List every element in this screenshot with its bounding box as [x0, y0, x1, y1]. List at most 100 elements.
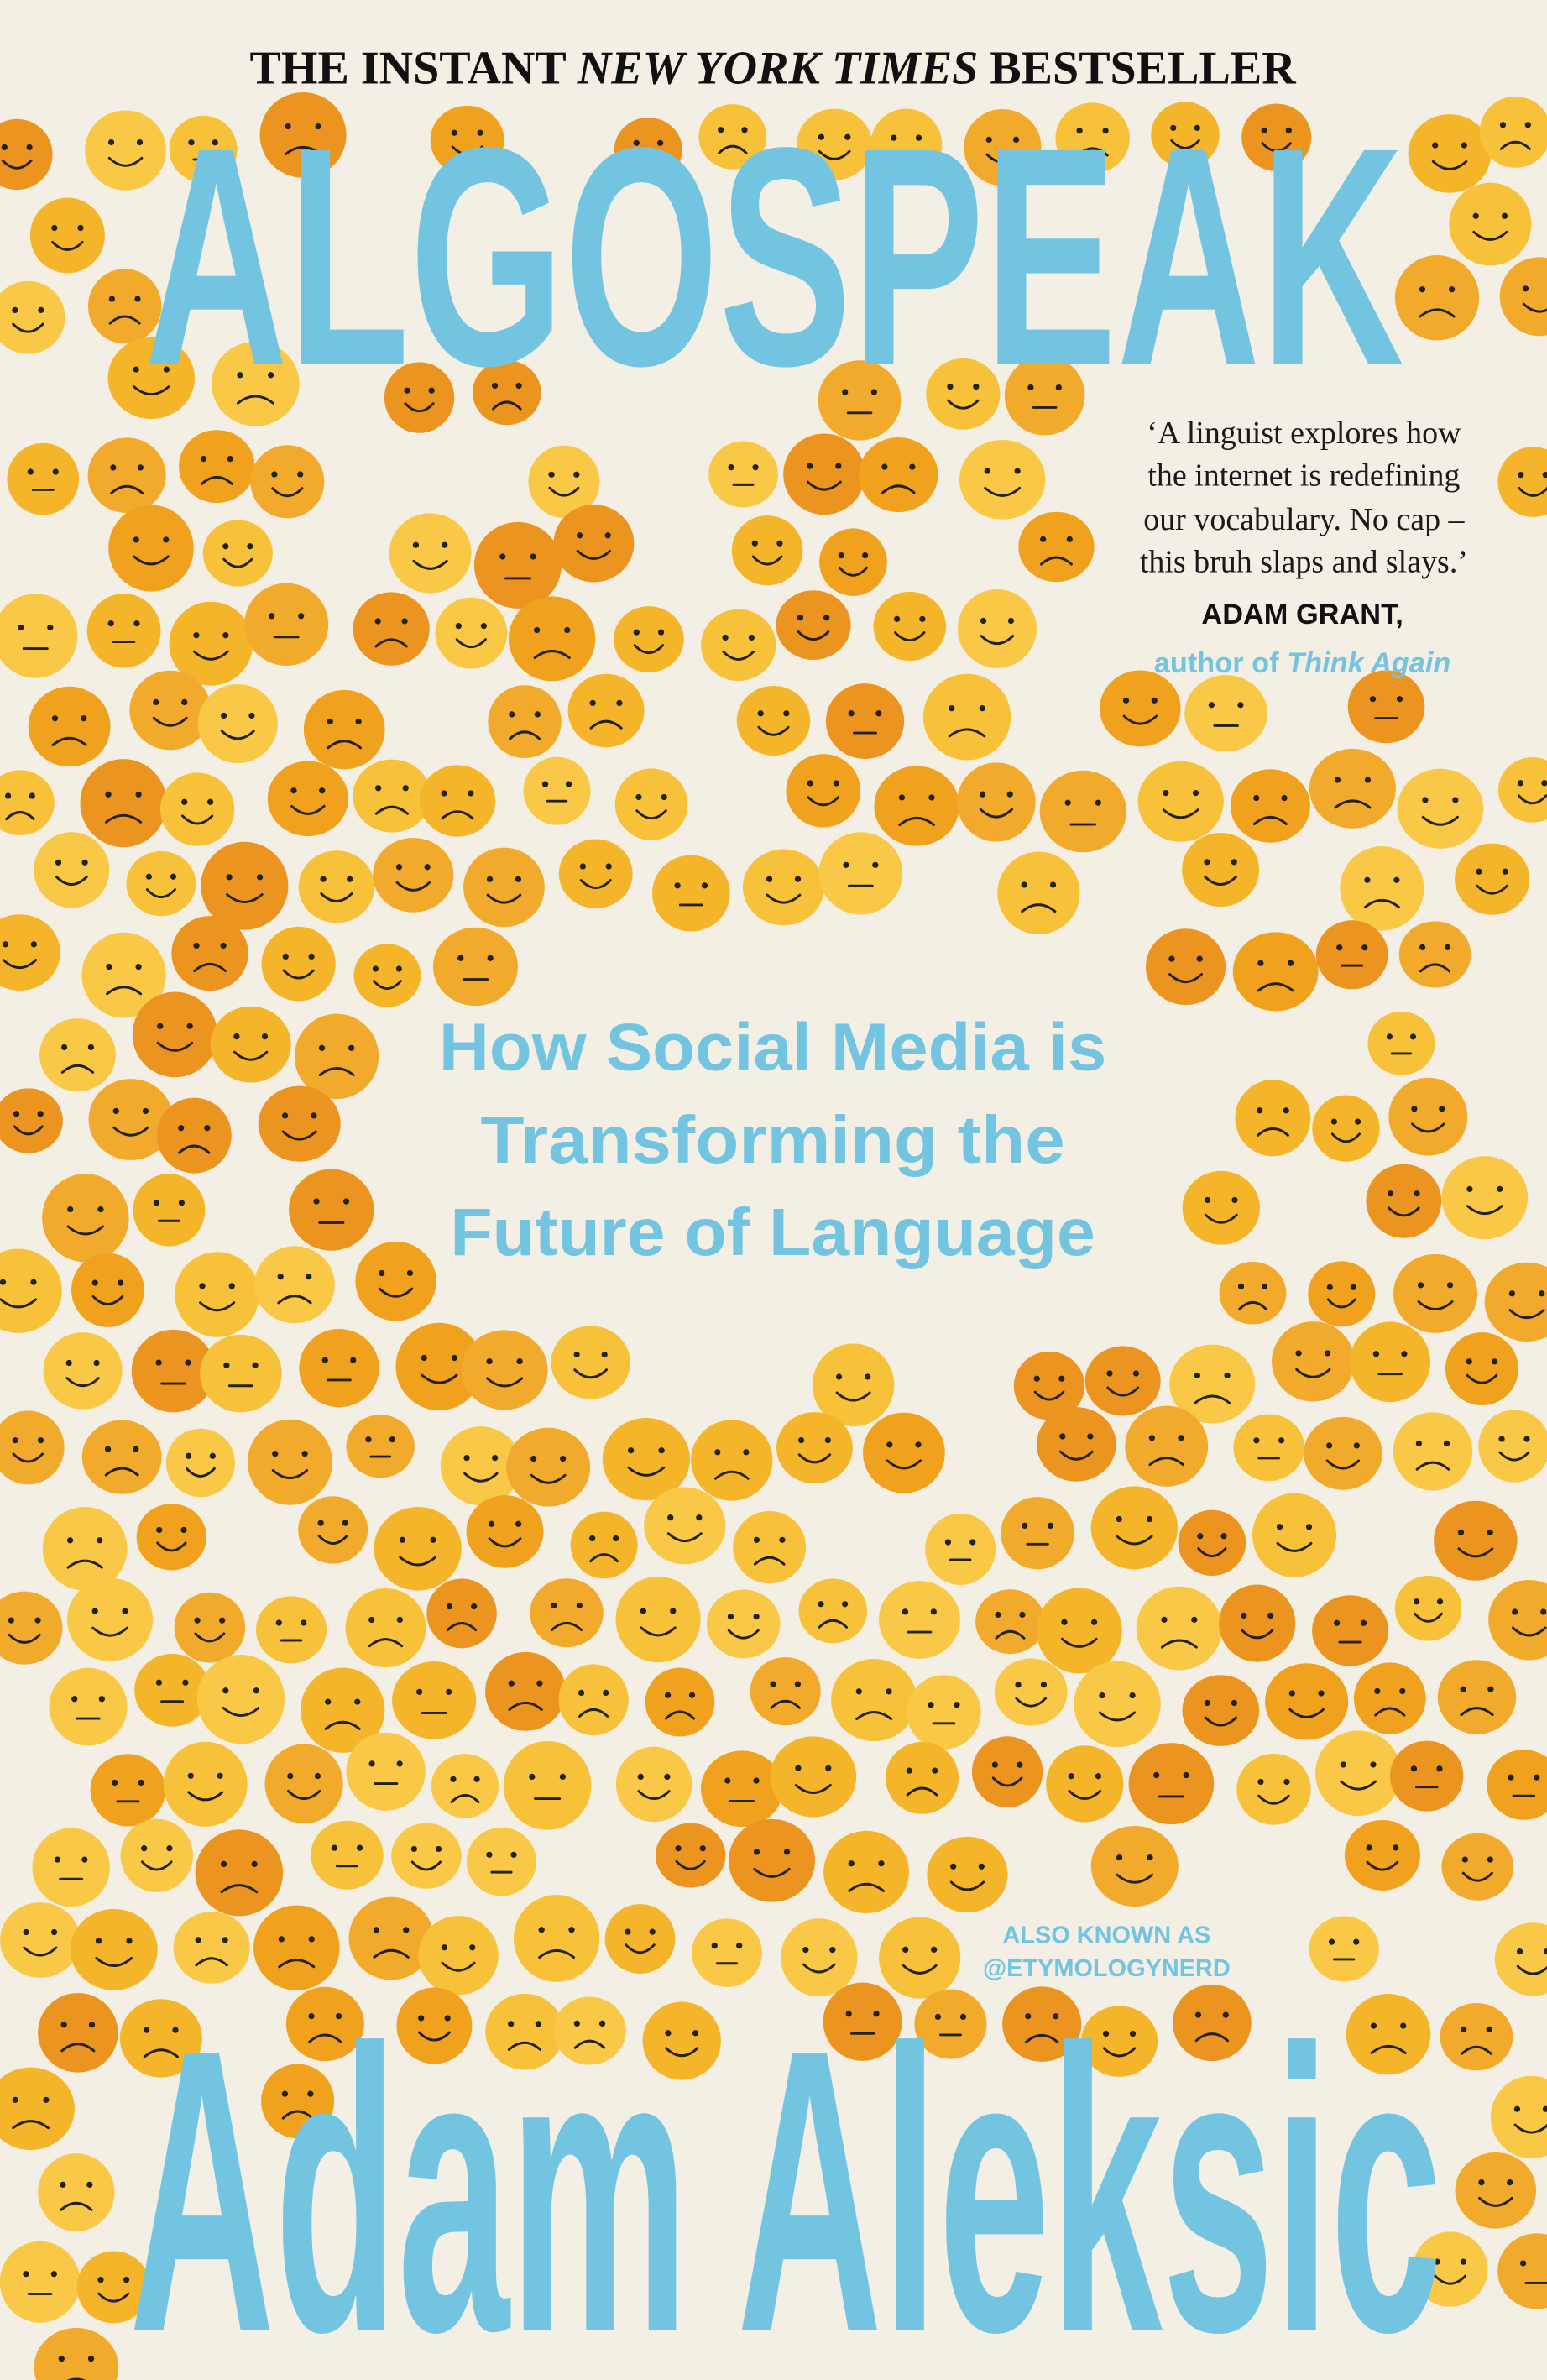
- emoji-face: [1002, 1986, 1082, 2062]
- face-disc: [750, 1656, 821, 1726]
- face-eye: [1476, 868, 1482, 875]
- face-eye: [348, 1044, 355, 1051]
- face-disc: [28, 686, 111, 767]
- face-disc: [1388, 1077, 1468, 1156]
- face-eye: [1152, 1771, 1160, 1779]
- face-disc: [1219, 1584, 1296, 1662]
- face-eye: [510, 1851, 517, 1858]
- face-eye: [350, 1357, 357, 1363]
- face-eye: [1305, 1524, 1313, 1530]
- face-eye: [1064, 799, 1071, 806]
- face-disc: [1309, 748, 1396, 829]
- face-disc: [1184, 675, 1267, 752]
- face-disc: [503, 1740, 592, 1830]
- alias: ALSO KNOWN AS @ETYMOLOGYNERD: [983, 1922, 1231, 1982]
- face-eye: [122, 1608, 128, 1614]
- face-eye: [1237, 702, 1244, 709]
- face-mouth: [181, 814, 214, 825]
- face-disc: [301, 1667, 385, 1753]
- face-eye: [93, 1359, 100, 1367]
- face-eye: [855, 1688, 862, 1695]
- face-disc: [1252, 1493, 1337, 1577]
- face-disc: [553, 1996, 626, 2065]
- emoji-face: [818, 832, 903, 915]
- face-mouth: [1516, 1964, 1547, 1975]
- face-eye: [60, 2022, 67, 2028]
- alias-line: ALSO KNOWN AS: [1002, 1922, 1210, 1948]
- face-eye: [1237, 1283, 1245, 1289]
- emoji-face: [70, 1908, 158, 1990]
- face-mouth: [665, 2047, 699, 2058]
- emoji-face: [1173, 1984, 1252, 2062]
- emoji-face: [691, 1918, 763, 1987]
- emoji-face: [195, 1829, 284, 1917]
- face-mouth: [1148, 1457, 1184, 1467]
- face-mouth: [12, 322, 44, 333]
- face-eye: [915, 1441, 922, 1448]
- face-eye: [1129, 1692, 1136, 1699]
- face-disc: [1367, 1012, 1435, 1075]
- face-eye: [551, 1602, 557, 1609]
- face-eye: [613, 1535, 619, 1542]
- face-eye: [1360, 1619, 1367, 1626]
- face-eye: [252, 1362, 259, 1368]
- face-mouth: [1421, 815, 1459, 826]
- face-mouth: [220, 1884, 259, 1894]
- face-mouth: [1162, 808, 1199, 819]
- face-mouth: [410, 1860, 442, 1871]
- face-disc: [67, 1577, 154, 1661]
- emoji-face: [879, 1917, 961, 1999]
- face-mouth: [66, 1225, 104, 1236]
- face-mouth: [112, 1126, 149, 1137]
- face-eye: [1334, 1619, 1341, 1626]
- face-mouth: [317, 1535, 348, 1545]
- face-eye: [1033, 1375, 1040, 1382]
- emoji-face: [1393, 1412, 1473, 1491]
- face-disc: [733, 1510, 807, 1584]
- face-disc: [1497, 757, 1547, 823]
- emoji-face: [419, 765, 496, 837]
- quote-role-prefix: author of: [1154, 647, 1287, 679]
- face-disc: [355, 1241, 436, 1321]
- face-eye: [315, 123, 321, 130]
- face-mouth: [404, 402, 435, 413]
- face-disc: [0, 1248, 62, 1333]
- face-mouth: [1415, 1461, 1450, 1471]
- face-eye: [38, 306, 44, 313]
- face-eye: [1261, 127, 1267, 133]
- emoji-face: [1039, 770, 1126, 853]
- face-disc: [485, 1651, 567, 1731]
- face-eye: [1400, 2022, 1407, 2029]
- face-mouth: [766, 893, 802, 904]
- face-disc: [90, 1754, 166, 1827]
- emoji-face: [211, 341, 300, 426]
- face-mouth: [108, 315, 141, 325]
- emoji-face: [1478, 1410, 1547, 1483]
- face-disc: [513, 1895, 600, 1982]
- face-mouth: [373, 1948, 410, 1959]
- face-eye: [306, 1274, 312, 1280]
- emoji-face: [254, 1246, 335, 1324]
- emoji-face: [878, 1581, 960, 1659]
- face-eye: [748, 634, 755, 641]
- face-eye: [301, 1619, 307, 1626]
- face-eye: [1508, 1774, 1514, 1781]
- face-mouth: [486, 893, 522, 904]
- face-eye: [65, 1359, 72, 1367]
- face-eye: [794, 1681, 802, 1687]
- face-eye: [601, 1351, 608, 1358]
- face-mouth: [770, 1699, 801, 1709]
- face-mouth: [1170, 139, 1200, 149]
- emoji-face: [614, 606, 684, 672]
- face-eye: [664, 1692, 672, 1698]
- face-disc: [927, 1836, 1008, 1913]
- face-disc: [120, 1818, 194, 1892]
- emoji-face: [466, 1827, 537, 1896]
- emoji-face: [120, 1818, 194, 1892]
- emoji-face: [435, 597, 508, 669]
- face-eye: [1253, 794, 1260, 802]
- face-mouth: [1252, 815, 1288, 825]
- face-eye: [1049, 881, 1057, 888]
- face-disc: [1394, 1575, 1462, 1641]
- emoji-face: [553, 1996, 626, 2065]
